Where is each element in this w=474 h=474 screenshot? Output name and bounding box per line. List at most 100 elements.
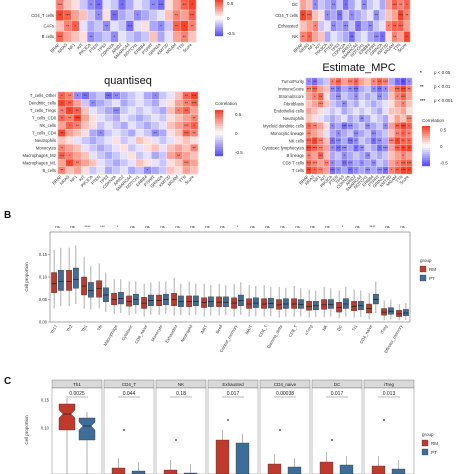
legend-swatch bbox=[215, 121, 223, 124]
heatmap-cell bbox=[151, 151, 160, 160]
heatmap-cell bbox=[174, 144, 183, 152]
heatmap-cell bbox=[71, 31, 80, 43]
heatmap-sig-label: ** bbox=[402, 79, 406, 84]
heatmap-cell bbox=[81, 158, 90, 167]
heatmap-cell bbox=[342, 9, 350, 21]
heatmap-col-label: TTN bbox=[176, 42, 185, 51]
heatmap-cell bbox=[299, 0, 307, 11]
heatmap-sig-label: * bbox=[382, 34, 384, 39]
legend-swatch bbox=[422, 138, 430, 141]
legend-swatch bbox=[215, 7, 223, 10]
facet-title: Exhausted bbox=[222, 382, 244, 387]
heatmap-cell bbox=[341, 114, 348, 123]
legend-swatch bbox=[422, 130, 430, 133]
legend-swatch bbox=[422, 156, 430, 159]
heatmap-sig-label: *** bbox=[343, 23, 348, 28]
heatmap-cell bbox=[370, 151, 377, 160]
heatmap-sig-label: ** bbox=[68, 101, 72, 106]
heatmap-sig-label: *** bbox=[114, 108, 119, 113]
heatmap-cell bbox=[388, 107, 395, 116]
facet-title: Th1 bbox=[73, 382, 81, 387]
legend-swatch bbox=[215, 144, 223, 147]
outlier-point bbox=[123, 429, 125, 431]
legend-swatch bbox=[422, 132, 430, 135]
heatmap-cell bbox=[335, 114, 342, 123]
heatmap-sig-label: * bbox=[338, 131, 340, 136]
box-body bbox=[336, 302, 342, 313]
heatmap-cell bbox=[364, 107, 371, 116]
heatmap-cell bbox=[379, 20, 386, 32]
heatmap-cell bbox=[104, 144, 113, 152]
heatmap-row-label: Dendritic_cells bbox=[29, 101, 56, 106]
heatmap-cell bbox=[341, 129, 348, 138]
heatmap-sig-label: ** bbox=[84, 93, 88, 98]
legend-swatch bbox=[215, 128, 223, 131]
legend-swatch bbox=[215, 9, 223, 11]
legend-swatch bbox=[422, 152, 430, 155]
heatmap-cell bbox=[354, 31, 362, 43]
heatmap-cell bbox=[364, 77, 371, 86]
legend-swatch bbox=[215, 23, 223, 26]
heatmap-sig-label: ** bbox=[68, 93, 72, 98]
legend-title: Correlation bbox=[422, 118, 445, 123]
heatmap-row-label: CD8 T cells bbox=[283, 160, 305, 165]
heatmap-cell bbox=[336, 20, 343, 32]
heatmap-cell bbox=[149, 31, 158, 43]
heatmap-cell bbox=[318, 20, 325, 32]
heatmap-cell bbox=[305, 114, 313, 123]
heatmap-cell bbox=[120, 114, 129, 122]
heatmap-cell bbox=[354, 9, 362, 21]
heatmap-sig-label: ** bbox=[313, 79, 317, 84]
heatmap-col-label: NF1 bbox=[312, 174, 322, 184]
heatmap-cell bbox=[388, 129, 395, 138]
heatmap-cell bbox=[341, 77, 348, 86]
heatmap-cell bbox=[379, 9, 386, 21]
heatmap-sig-label: *** bbox=[159, 2, 164, 7]
heatmap-sig-label: *** bbox=[318, 153, 323, 158]
heatmap-cell bbox=[397, 31, 405, 43]
heatmap-cell bbox=[127, 91, 136, 100]
heatmap-col-label: PTEN bbox=[323, 42, 334, 53]
heatmap-cell bbox=[317, 122, 324, 130]
heatmap-cell bbox=[382, 107, 389, 116]
heatmap-cell bbox=[110, 20, 119, 32]
heatmap-sig-label: ** bbox=[60, 108, 64, 113]
outlier-point bbox=[331, 439, 333, 441]
sig-legend-mark: ** bbox=[420, 84, 424, 89]
legend-title: group bbox=[420, 258, 432, 263]
legend-swatch bbox=[215, 112, 223, 115]
heatmap-cell bbox=[367, 9, 374, 21]
legend-swatch bbox=[215, 3, 223, 6]
heatmap-cell bbox=[311, 100, 318, 108]
x-tick-label: Tr1 bbox=[351, 323, 359, 331]
heatmap-row-label: ImmuneScore bbox=[278, 87, 305, 92]
heatmap-cell bbox=[174, 129, 183, 137]
heatmap-sig-label: ** bbox=[354, 79, 358, 84]
heatmap-col-label: TP53 bbox=[97, 42, 108, 53]
heatmap-sig-label: *** bbox=[407, 160, 412, 165]
legend-swatch bbox=[421, 448, 429, 456]
heatmap-col-label: NF1 bbox=[307, 42, 317, 52]
heatmap-cell bbox=[330, 9, 337, 21]
legend-swatch bbox=[215, 130, 223, 134]
legend-swatch bbox=[422, 164, 430, 167]
box-body bbox=[371, 465, 386, 474]
heatmap-cell bbox=[376, 151, 383, 160]
heatmap-col-label: KIT bbox=[78, 174, 86, 182]
heatmap-sig-label: * bbox=[178, 108, 180, 113]
box-body bbox=[298, 299, 304, 309]
legend-label: PT bbox=[429, 276, 435, 281]
heatmap-sig-label: *** bbox=[307, 13, 312, 18]
box-body bbox=[78, 417, 96, 441]
heatmap-sig-label: * bbox=[379, 146, 381, 151]
heatmap-cell bbox=[81, 106, 90, 115]
legend-swatch bbox=[215, 34, 223, 37]
heatmap-cell bbox=[358, 77, 366, 86]
x-tick-label: DC bbox=[336, 324, 343, 332]
heatmap-cell bbox=[102, 0, 111, 11]
x-tick-label: Macrophage bbox=[102, 323, 118, 346]
heatmap-cell bbox=[73, 136, 82, 145]
heatmap-sig-label: *** bbox=[75, 115, 80, 120]
box-body bbox=[193, 295, 199, 306]
heatmap-sig-label: ** bbox=[407, 131, 411, 136]
